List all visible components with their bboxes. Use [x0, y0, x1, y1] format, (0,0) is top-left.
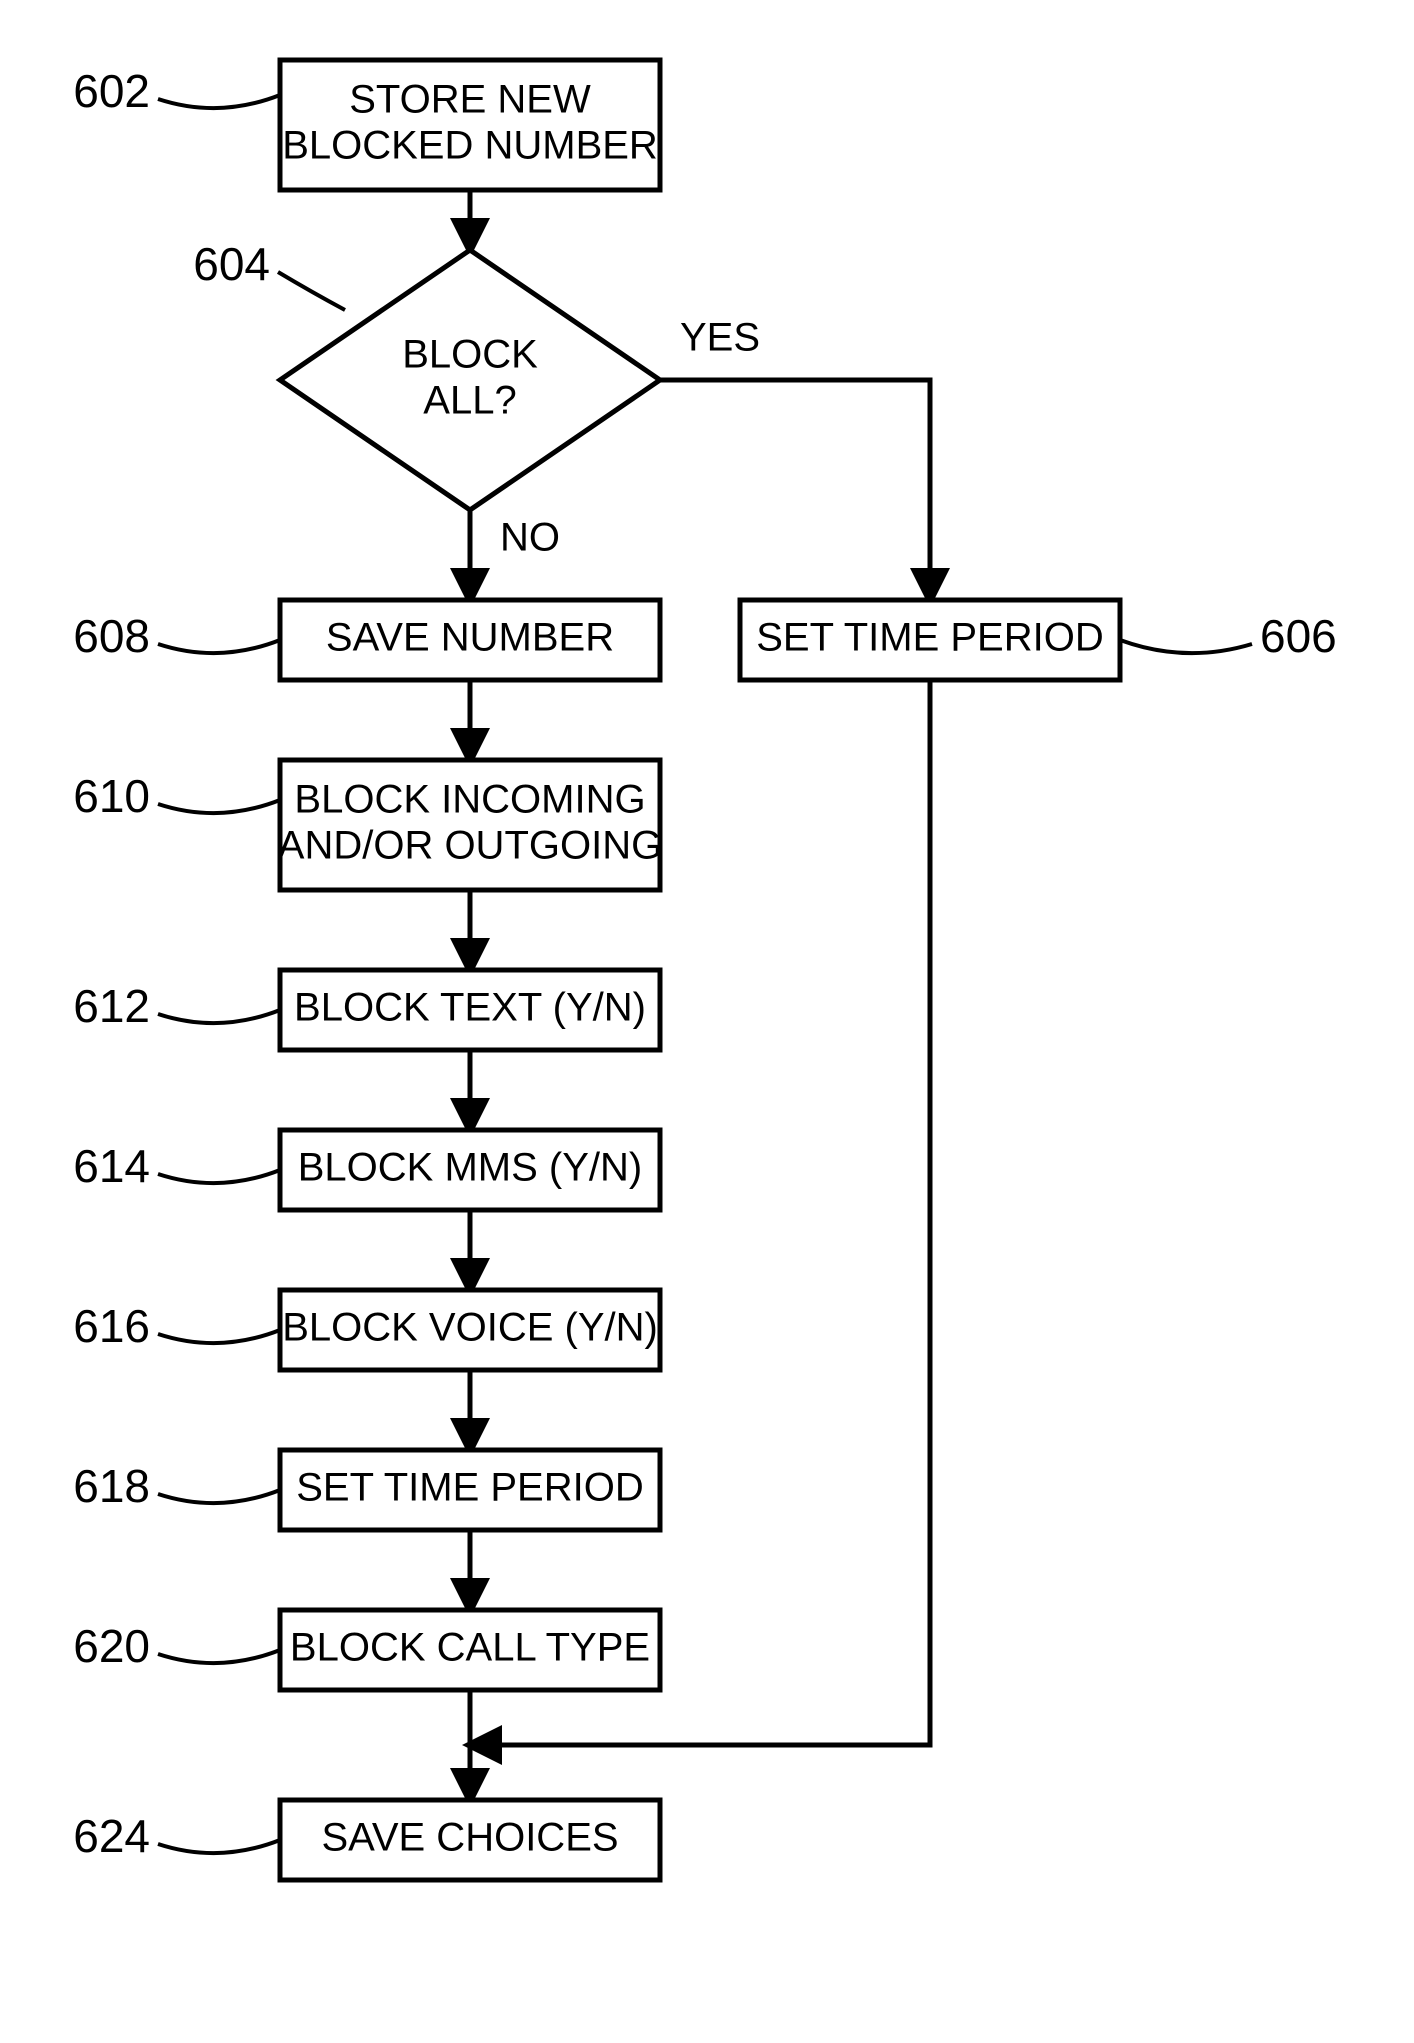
- node-text: AND/OR OUTGOING: [278, 824, 662, 868]
- node-text: SAVE CHOICES: [321, 1816, 618, 1860]
- ref-label: 608: [73, 610, 150, 662]
- ref-label: 610: [73, 770, 150, 822]
- edge-label: NO: [500, 516, 560, 560]
- ref-leader: [158, 95, 280, 108]
- node-text: SAVE NUMBER: [326, 616, 614, 660]
- flowchart-node: BLOCK MMS (Y/N): [280, 1130, 660, 1210]
- ref-label: 604: [193, 238, 270, 290]
- ref-leader: [158, 800, 280, 813]
- node-text: SET TIME PERIOD: [296, 1466, 643, 1510]
- ref-leader: [158, 1010, 280, 1023]
- node-text: BLOCKED NUMBER: [282, 124, 658, 168]
- node-text: BLOCK VOICE (Y/N): [282, 1306, 658, 1350]
- flowchart-node: BLOCK INCOMINGAND/OR OUTGOING: [278, 760, 662, 890]
- flowchart-canvas: NO YES STORE NEWBLOCKED NUMBER BLOCKALL? SAV…: [0, 0, 1414, 2043]
- flowchart-node: BLOCKALL?: [280, 250, 660, 510]
- edge-label: YES: [680, 316, 760, 360]
- flowchart-node: BLOCK CALL TYPE: [280, 1610, 660, 1690]
- ref-leader: [278, 272, 345, 310]
- ref-leader: [158, 640, 280, 653]
- edge: [660, 380, 930, 600]
- ref-label: 620: [73, 1620, 150, 1672]
- ref-label: 612: [73, 980, 150, 1032]
- node-text: BLOCK INCOMING: [294, 778, 645, 822]
- node-text: BLOCK CALL TYPE: [290, 1626, 650, 1670]
- ref-label: 606: [1260, 610, 1337, 662]
- flowchart-node: SET TIME PERIOD: [740, 600, 1120, 680]
- flowchart-node: SAVE CHOICES: [280, 1800, 660, 1880]
- ref-label: 616: [73, 1300, 150, 1352]
- node-text: BLOCK MMS (Y/N): [298, 1146, 642, 1190]
- ref-leader: [158, 1330, 280, 1343]
- flowchart-node: BLOCK TEXT (Y/N): [280, 970, 660, 1050]
- flowchart-node: STORE NEWBLOCKED NUMBER: [280, 60, 660, 190]
- ref-leader: [158, 1170, 280, 1183]
- flowchart-node: SAVE NUMBER: [280, 600, 660, 680]
- flowchart-node: SET TIME PERIOD: [280, 1450, 660, 1530]
- node-text: ALL?: [423, 379, 516, 423]
- ref-label: 614: [73, 1140, 150, 1192]
- ref-leader: [158, 1650, 280, 1663]
- flowchart-node: BLOCK VOICE (Y/N): [280, 1290, 660, 1370]
- ref-leader: [1120, 640, 1252, 653]
- ref-label: 624: [73, 1810, 150, 1862]
- ref-label: 618: [73, 1460, 150, 1512]
- ref-leader: [158, 1840, 280, 1853]
- node-text: STORE NEW: [349, 78, 591, 122]
- node-text: SET TIME PERIOD: [756, 616, 1103, 660]
- node-text: BLOCK: [402, 333, 538, 377]
- node-text: BLOCK TEXT (Y/N): [294, 986, 646, 1030]
- ref-leader: [158, 1490, 280, 1503]
- ref-label: 602: [73, 65, 150, 117]
